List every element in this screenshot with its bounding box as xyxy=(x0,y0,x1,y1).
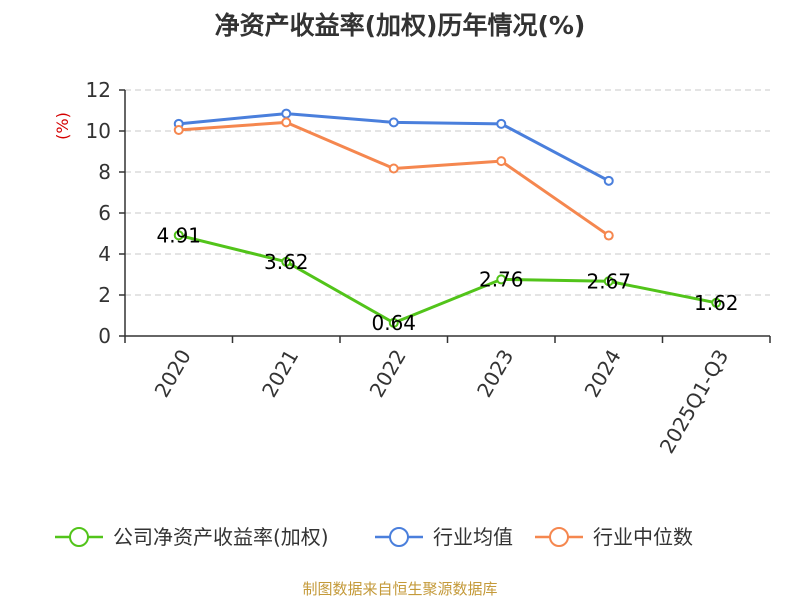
gridlines xyxy=(125,89,770,296)
legend-item[interactable]: 公司净资产收益率(加权) xyxy=(55,525,329,549)
x-tick-label: 2021 xyxy=(257,345,303,401)
y-tick-label: 12 xyxy=(86,78,111,102)
series-point xyxy=(603,230,614,241)
legend: 公司净资产收益率(加权) 行业均值 行业中位数 xyxy=(55,525,693,549)
series-line-2 xyxy=(178,120,610,237)
source-note: 制图数据来自恒生聚源数据库 xyxy=(302,580,497,598)
x-tick-label: 2022 xyxy=(365,345,411,401)
data-labels: 4.91 3.62 0.64 2.76 2.67 1.62 xyxy=(156,223,738,335)
legend-label: 公司净资产收益率(加权) xyxy=(113,525,329,549)
series-point xyxy=(603,276,614,287)
axes: 0 2 4 6 8 10 12 2020 2021 2022 2023 2024 2025Q1-Q3 xyxy=(86,78,771,458)
data-label: 1.62 xyxy=(694,291,739,315)
series-point xyxy=(388,163,399,174)
legend-label: 行业均值 xyxy=(433,525,513,549)
y-tick-label: 2 xyxy=(98,283,111,307)
series-point xyxy=(173,124,184,135)
data-label: 0.64 xyxy=(371,311,416,335)
data-label: 3.62 xyxy=(264,250,309,274)
y-axis-unit-label: (%) xyxy=(53,112,72,140)
series-point xyxy=(281,117,292,128)
y-tick-label: 10 xyxy=(86,119,111,143)
legend-swatch-marker xyxy=(69,527,89,547)
data-label: 2.67 xyxy=(586,269,631,293)
y-tick-label: 4 xyxy=(98,242,111,266)
legend-label: 行业中位数 xyxy=(593,525,693,549)
data-label: 4.91 xyxy=(156,223,201,247)
series-point xyxy=(496,118,507,129)
x-tick-label: 2023 xyxy=(472,345,518,401)
series-point xyxy=(603,175,614,186)
x-tick-label: 2024 xyxy=(580,345,626,401)
y-tick-label: 0 xyxy=(98,324,111,348)
x-tick-label: 2020 xyxy=(150,345,196,401)
series-point xyxy=(711,297,722,308)
legend-swatch-marker xyxy=(549,527,569,547)
legend-item[interactable]: 行业中位数 xyxy=(535,525,693,549)
series-point xyxy=(496,274,507,285)
series-point xyxy=(496,156,507,167)
series-point xyxy=(173,230,184,241)
y-tick-label: 6 xyxy=(98,201,111,225)
x-tick-label: 2025Q1-Q3 xyxy=(655,345,734,457)
series-point xyxy=(388,317,399,328)
chart-title: 净资产收益率(加权)历年情况(%) xyxy=(215,11,586,40)
legend-swatch-marker xyxy=(389,527,409,547)
series-point xyxy=(388,117,399,128)
legend-item[interactable]: 行业均值 xyxy=(375,525,513,549)
data-label: 2.76 xyxy=(479,267,524,291)
y-tick-label: 8 xyxy=(98,160,111,184)
series-lines xyxy=(173,108,722,328)
series-point xyxy=(281,108,292,119)
series-line-0 xyxy=(178,233,717,325)
series-point xyxy=(281,256,292,267)
